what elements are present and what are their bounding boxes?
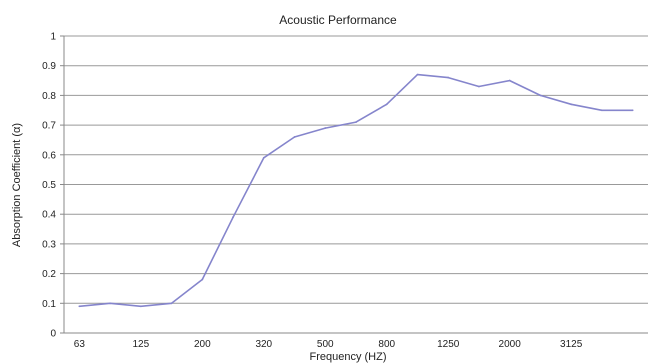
data-point-0-11 [416,73,419,76]
data-point-0-13 [478,85,480,88]
x-tick-label-5: 800 [378,339,395,350]
data-point-0-10 [385,103,388,106]
data-point-0-5 [232,216,234,219]
y-tick-label-4: 0.4 [42,210,56,221]
y-tick-labels: 0 0.1 0.2 0.3 0.4 0.5 0.6 0.7 0.8 0.9 1 [42,32,64,340]
data-point-0-12 [447,76,450,79]
data-point-0-16 [570,103,573,106]
data-point-0-17 [600,109,603,112]
data-point-0-9 [355,121,357,124]
chart-title: Acoustic Performance [279,13,397,27]
x-tick-label-3: 320 [255,339,272,350]
data-point-0-0 [78,305,81,308]
data-point-0-6 [262,156,265,159]
data-point-0-14 [508,79,511,82]
x-tick-label-1: 125 [132,339,149,350]
y-tick-label-8: 0.8 [42,91,56,102]
x-tick-label-7: 2000 [499,339,522,350]
gridlines [64,35,648,304]
x-tick-label-2: 200 [194,339,211,350]
x-axis-label: Frequency (HZ) [309,351,386,363]
data-point-0-18 [631,109,634,112]
y-axis-label: Absorption Coefficient (α) [11,123,23,247]
x-tick-labels: 63 125 200 320 500 800 1250 2000 3125 [74,339,583,350]
data-point-0-8 [324,127,327,129]
y-tick-label-7: 0.7 [42,121,56,132]
x-tick-label-0: 63 [74,339,86,350]
data-point-0-4 [201,278,204,281]
y-tick-label-0: 0 [50,329,56,340]
data-point-0-15 [539,94,542,97]
y-tick-label-5: 0.5 [42,180,56,191]
x-tick-label-8: 3125 [560,339,583,350]
y-tick-label-10: 1 [50,32,56,43]
y-tick-label-1: 0.1 [42,299,56,310]
y-tick-label-3: 0.3 [42,239,56,250]
data-point-0-2 [139,305,142,308]
x-tick-label-4: 500 [317,339,334,350]
y-tick-label-9: 0.9 [42,61,56,72]
y-tick-label-6: 0.6 [42,150,56,161]
series-line-0 [79,73,633,308]
data-point-0-1 [109,302,112,305]
x-tick-label-6: 1250 [437,339,460,350]
data-point-0-7 [293,136,296,138]
plot-area [78,73,634,308]
data-point-0-3 [170,302,173,305]
y-tick-label-2: 0.2 [42,269,56,280]
